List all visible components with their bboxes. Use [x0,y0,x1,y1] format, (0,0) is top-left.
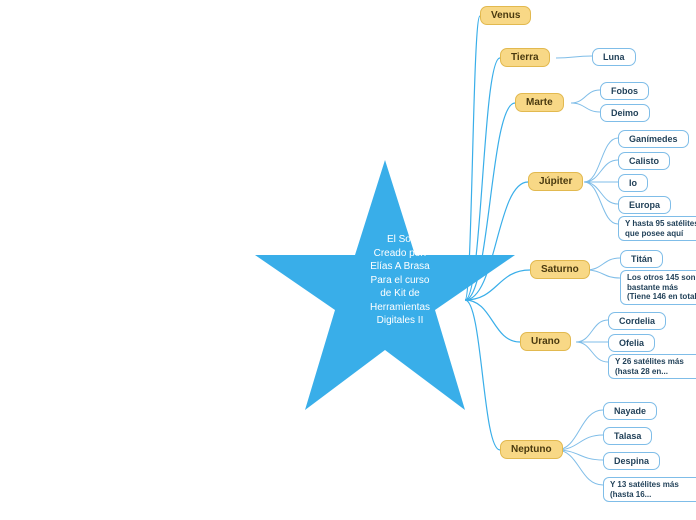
moon-jupiter: Calisto [618,152,670,170]
moon-urano: Ofelia [608,334,655,352]
moon-neptuno: Nayade [603,402,657,420]
planet-tierra: Tierra [500,48,550,67]
center-label: El SolCreado por:Elías A BrasaPara el cu… [345,233,455,328]
note-urano: Y 26 satélites más (hasta 28 en... [608,354,696,379]
moon-jupiter: Ganímedes [618,130,689,148]
moon-jupiter: Europa [618,196,671,214]
moon-urano: Cordelia [608,312,666,330]
moon-jupiter: Io [618,174,648,192]
note-jupiter: Y hasta 95 satélites que posee aquí [618,216,696,241]
planet-neptuno: Neptuno [500,440,563,459]
moon-saturno: Titán [620,250,663,268]
moon-neptuno: Talasa [603,427,652,445]
moon-neptuno: Despina [603,452,660,470]
moon-tierra: Luna [592,48,636,66]
planet-venus: Venus [480,6,531,25]
planet-urano: Urano [520,332,571,351]
planet-jupiter: Júpiter [528,172,583,191]
note-saturno: Los otros 145 son bastante más (Tiene 14… [620,270,696,305]
note-neptuno: Y 13 satélites más (hasta 16... [603,477,696,502]
moon-marte: Fobos [600,82,649,100]
planet-marte: Marte [515,93,564,112]
planet-saturno: Saturno [530,260,590,279]
moon-marte: Deimo [600,104,650,122]
